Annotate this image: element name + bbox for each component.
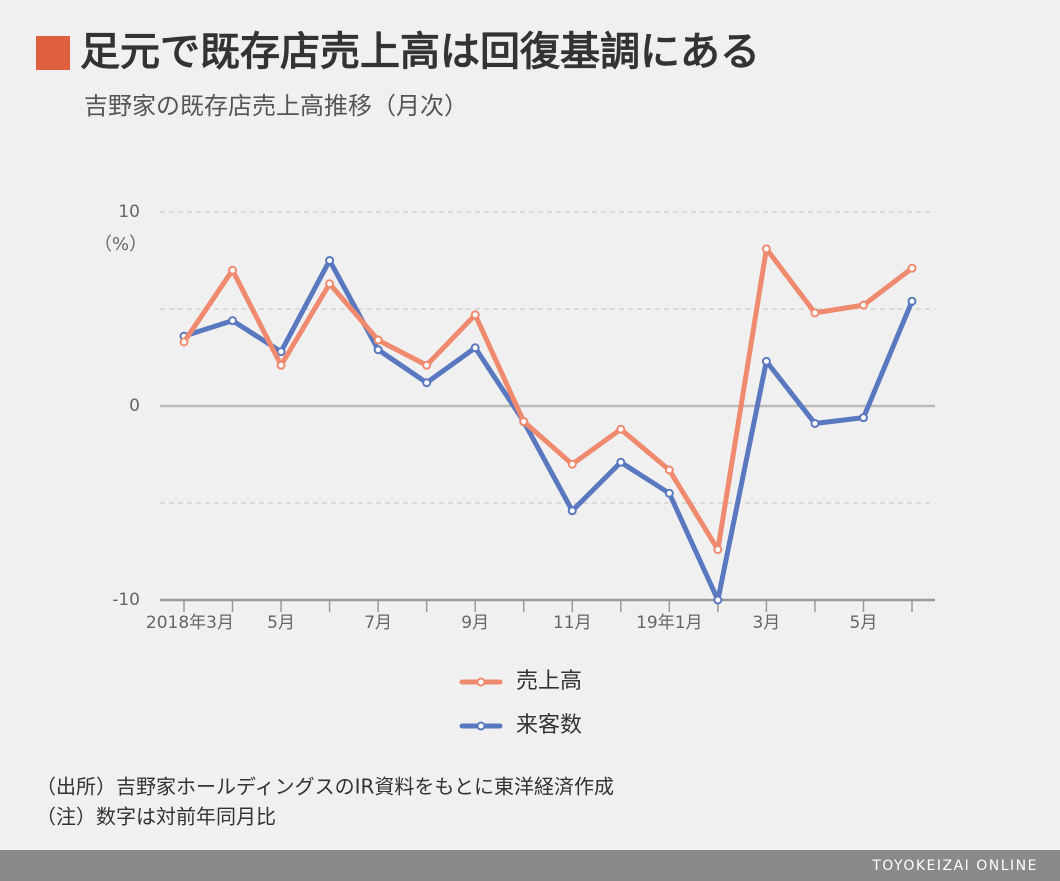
x-tick-label: 5月 bbox=[850, 613, 878, 633]
point bbox=[470, 310, 480, 320]
point bbox=[761, 244, 771, 254]
point bbox=[519, 417, 529, 427]
legend-marker bbox=[476, 677, 486, 687]
point bbox=[858, 413, 868, 423]
note: （注）数字は対前年同月比 bbox=[36, 805, 276, 829]
x-tick-label: 9月 bbox=[461, 613, 489, 633]
point bbox=[422, 378, 432, 388]
point bbox=[276, 347, 286, 357]
y-tick-label: 10 bbox=[118, 202, 140, 222]
point bbox=[179, 337, 189, 347]
y-tick-label: -10 bbox=[112, 590, 140, 610]
legend-marker bbox=[476, 721, 486, 731]
point bbox=[907, 263, 917, 273]
x-tick-label: 19年1月 bbox=[636, 613, 702, 633]
point bbox=[373, 335, 383, 345]
footer-bar bbox=[0, 850, 1060, 881]
legend-label: 来客数 bbox=[516, 713, 582, 738]
point bbox=[761, 356, 771, 366]
point bbox=[325, 256, 335, 265]
point bbox=[858, 300, 868, 310]
point bbox=[664, 465, 674, 475]
source: TOYOKEIZAI ONLINE bbox=[871, 858, 1038, 874]
point bbox=[616, 457, 626, 467]
point bbox=[567, 506, 577, 516]
title-marker bbox=[36, 36, 70, 70]
chart-title: 足元で既存店売上高は回復基調にある bbox=[80, 29, 760, 75]
chart-subtitle: 吉野家の既存店売上高推移（月次） bbox=[84, 92, 468, 120]
x-tick-label: 5月 bbox=[267, 613, 295, 633]
point bbox=[616, 424, 626, 434]
point bbox=[470, 343, 480, 353]
x-tick-label: 11月 bbox=[553, 613, 592, 633]
series-line bbox=[181, 246, 914, 553]
point bbox=[907, 296, 917, 306]
point bbox=[228, 316, 238, 326]
point bbox=[713, 595, 723, 605]
x-tick-label: 2018年3月 bbox=[146, 613, 234, 633]
point bbox=[276, 360, 286, 370]
point bbox=[810, 418, 820, 428]
x-tick-label: 3月 bbox=[752, 613, 780, 633]
point bbox=[373, 345, 383, 355]
x-tick-label: 7月 bbox=[364, 613, 392, 633]
point bbox=[567, 459, 577, 469]
series-line bbox=[183, 258, 915, 603]
y-tick-label: 0 bbox=[129, 396, 140, 416]
point bbox=[228, 265, 238, 275]
point bbox=[422, 360, 432, 370]
legend-label: 売上高 bbox=[516, 669, 582, 694]
point bbox=[664, 488, 674, 498]
point bbox=[325, 279, 335, 289]
y-unit: （%） bbox=[94, 234, 147, 255]
point bbox=[810, 308, 820, 318]
note: （出所）吉野家ホールディングスのIR資料をもとに東洋経済作成 bbox=[36, 775, 614, 799]
point bbox=[713, 545, 723, 555]
